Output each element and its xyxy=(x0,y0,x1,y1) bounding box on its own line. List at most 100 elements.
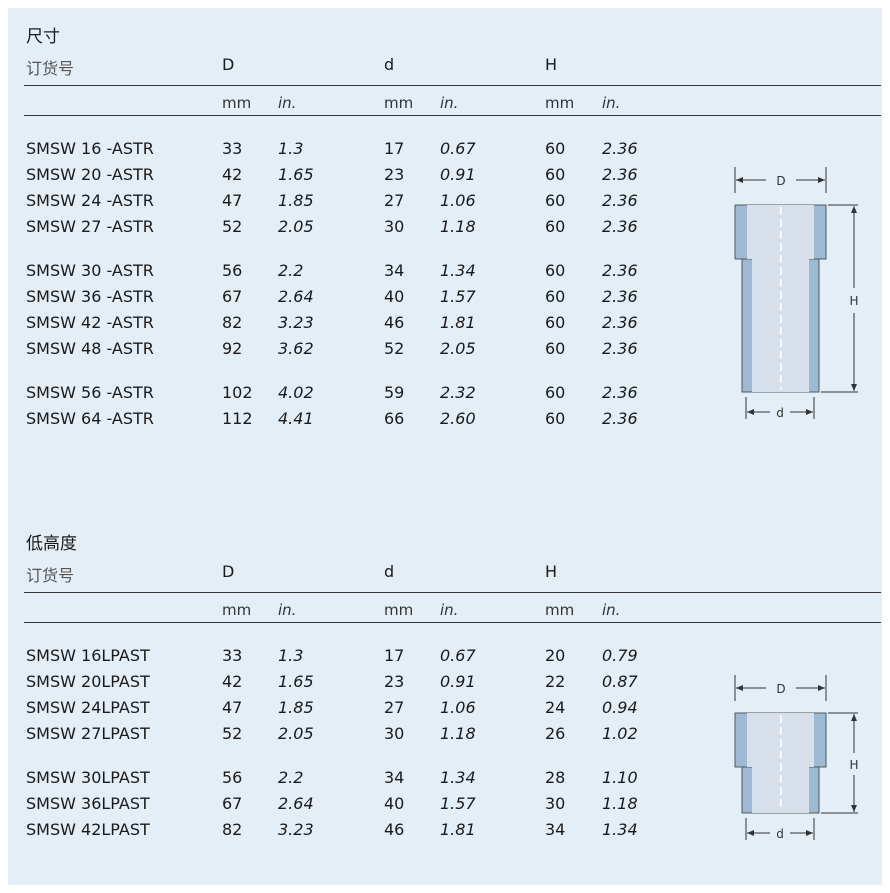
unit-in: in. xyxy=(602,94,621,112)
cell-D-mm: 112 xyxy=(222,409,253,428)
cell-H-in: 2.36 xyxy=(602,383,638,402)
order-number-header: 订货号 xyxy=(26,566,75,585)
unit-mm: mm xyxy=(545,601,575,619)
cell-d-in: 1.57 xyxy=(440,287,476,306)
col-header-d: d xyxy=(384,562,395,581)
cell-D-mm: 56 xyxy=(222,261,243,280)
cell-order-number: SMSW 20LPAST xyxy=(26,672,150,691)
cell-D-mm: 52 xyxy=(222,724,243,743)
cell-D-mm: 67 xyxy=(222,287,243,306)
unit-in: in. xyxy=(440,601,459,619)
cell-D-in: 4.02 xyxy=(278,383,314,402)
cell-H-mm: 20 xyxy=(545,646,566,665)
cell-d-mm: 34 xyxy=(384,261,405,280)
header-rule xyxy=(24,85,881,86)
unit-rule xyxy=(24,115,881,116)
cell-D-in: 1.3 xyxy=(278,139,304,158)
cell-H-mm: 60 xyxy=(545,383,566,402)
cell-H-in: 2.36 xyxy=(602,339,638,358)
dim-label-d: d xyxy=(776,406,784,420)
cell-H-in: 2.36 xyxy=(602,139,638,158)
cell-order-number: SMSW 48 -ASTR xyxy=(26,339,154,358)
cell-D-in: 4.41 xyxy=(278,409,314,428)
cell-d-mm: 17 xyxy=(384,646,405,665)
cell-order-number: SMSW 27 -ASTR xyxy=(26,217,154,236)
unit-in: in. xyxy=(278,94,297,112)
unit-mm: mm xyxy=(222,94,252,112)
cell-D-mm: 42 xyxy=(222,165,243,184)
cell-H-mm: 60 xyxy=(545,409,566,428)
cell-H-mm: 60 xyxy=(545,313,566,332)
cell-d-mm: 30 xyxy=(384,217,405,236)
col-header-D: D xyxy=(222,55,235,74)
order-number-header: 订货号 xyxy=(26,59,75,78)
cell-D-mm: 33 xyxy=(222,139,243,158)
cell-d-mm: 40 xyxy=(384,287,405,306)
dim-label-d: d xyxy=(776,827,784,841)
cell-D-mm: 52 xyxy=(222,217,243,236)
cell-order-number: SMSW 24 -ASTR xyxy=(26,191,154,210)
cell-d-mm: 17 xyxy=(384,139,405,158)
cell-order-number: SMSW 30LPAST xyxy=(26,768,150,787)
cell-D-mm: 82 xyxy=(222,313,243,332)
cell-order-number: SMSW 24LPAST xyxy=(26,698,150,717)
cell-D-in: 1.65 xyxy=(278,165,314,184)
cell-H-in: 2.36 xyxy=(602,261,638,280)
cell-D-in: 2.2 xyxy=(278,261,304,280)
cell-d-in: 0.91 xyxy=(440,165,476,184)
cell-H-in: 2.36 xyxy=(602,287,638,306)
cell-d-in: 1.57 xyxy=(440,794,476,813)
unit-mm: mm xyxy=(222,601,252,619)
cell-d-in: 0.91 xyxy=(440,672,476,691)
cell-order-number: SMSW 16LPAST xyxy=(26,646,150,665)
cell-order-number: SMSW 36 -ASTR xyxy=(26,287,154,306)
cell-D-in: 3.23 xyxy=(278,313,314,332)
section-title: 尺寸 xyxy=(26,27,60,47)
cell-D-in: 2.64 xyxy=(278,794,314,813)
cell-d-mm: 59 xyxy=(384,383,405,402)
cell-H-mm: 28 xyxy=(545,768,566,787)
cell-H-in: 2.36 xyxy=(602,313,638,332)
cell-order-number: SMSW 56 -ASTR xyxy=(26,383,154,402)
cell-order-number: SMSW 42 -ASTR xyxy=(26,313,154,332)
cell-D-in: 3.23 xyxy=(278,820,314,839)
cell-D-mm: 42 xyxy=(222,672,243,691)
cell-H-in: 2.36 xyxy=(602,165,638,184)
cell-H-mm: 60 xyxy=(545,261,566,280)
cell-d-in: 2.60 xyxy=(440,409,476,428)
cell-H-mm: 60 xyxy=(545,217,566,236)
cell-order-number: SMSW 30 -ASTR xyxy=(26,261,154,280)
cell-order-number: SMSW 64 -ASTR xyxy=(26,409,154,428)
cell-order-number: SMSW 42LPAST xyxy=(26,820,150,839)
unit-mm: mm xyxy=(384,94,414,112)
cell-H-in: 0.79 xyxy=(602,646,638,665)
col-header-H: H xyxy=(545,55,558,74)
low-height-sleeve-diagram: D H d xyxy=(734,675,858,841)
cell-H-in: 1.02 xyxy=(602,724,638,743)
cell-D-in: 2.05 xyxy=(278,217,314,236)
cell-d-in: 0.67 xyxy=(440,646,476,665)
cell-d-in: 2.32 xyxy=(440,383,476,402)
section-title: 低高度 xyxy=(26,534,77,554)
unit-mm: mm xyxy=(545,94,575,112)
col-header-D: D xyxy=(222,562,235,581)
cell-H-in: 0.87 xyxy=(602,672,638,691)
cell-order-number: SMSW 36LPAST xyxy=(26,794,150,813)
cell-H-in: 1.34 xyxy=(602,820,638,839)
cell-H-in: 2.36 xyxy=(602,217,638,236)
cell-D-in: 1.85 xyxy=(278,191,314,210)
cell-d-mm: 40 xyxy=(384,794,405,813)
tall-sleeve-diagram: D H d xyxy=(734,167,858,420)
cell-H-mm: 30 xyxy=(545,794,566,813)
cell-D-in: 1.65 xyxy=(278,672,314,691)
cell-D-mm: 33 xyxy=(222,646,243,665)
cell-H-in: 1.10 xyxy=(602,768,638,787)
dim-label-D: D xyxy=(776,174,785,188)
cell-d-mm: 34 xyxy=(384,768,405,787)
cell-H-mm: 60 xyxy=(545,287,566,306)
cell-D-in: 1.85 xyxy=(278,698,314,717)
unit-mm: mm xyxy=(384,601,414,619)
cell-d-mm: 46 xyxy=(384,820,405,839)
cell-d-mm: 27 xyxy=(384,191,405,210)
cell-order-number: SMSW 16 -ASTR xyxy=(26,139,154,158)
